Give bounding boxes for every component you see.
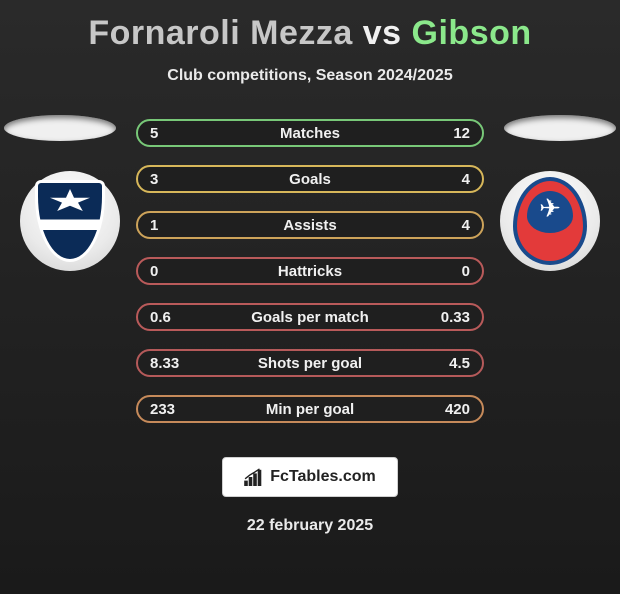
vs-text: vs [363, 14, 402, 52]
stat-label: Hattricks [138, 263, 482, 280]
comparison-title: Fornaroli Mezza vs Gibson [0, 14, 620, 53]
spotlight-ellipse-left [4, 115, 116, 141]
stat-label: Min per goal [138, 401, 482, 418]
source-logo-text: FcTables.com [270, 468, 376, 486]
player1-name: Fornaroli Mezza [88, 14, 352, 52]
stat-row: 0.6 Goals per match 0.33 [136, 303, 484, 331]
club-crest-icon [35, 180, 105, 262]
source-logo: FcTables.com [222, 457, 398, 497]
comparison-panel: 5 Matches 12 3 Goals 4 1 Assists 4 0 Hat… [0, 119, 620, 423]
stat-label: Goals per match [138, 309, 482, 326]
season-subtitle: Club competitions, Season 2024/2025 [0, 67, 620, 85]
club-crest-icon [513, 177, 587, 265]
stat-label: Assists [138, 217, 482, 234]
stat-row: 0 Hattricks 0 [136, 257, 484, 285]
stat-label: Shots per goal [138, 355, 482, 372]
stat-row: 1 Assists 4 [136, 211, 484, 239]
player2-name: Gibson [412, 14, 532, 52]
stat-row: 5 Matches 12 [136, 119, 484, 147]
team-badge-right [500, 171, 600, 271]
spotlight-ellipse-right [504, 115, 616, 141]
stats-list: 5 Matches 12 3 Goals 4 1 Assists 4 0 Hat… [136, 119, 484, 423]
stat-label: Matches [138, 125, 482, 142]
stat-row: 233 Min per goal 420 [136, 395, 484, 423]
stat-row: 3 Goals 4 [136, 165, 484, 193]
comparison-date: 22 february 2025 [0, 517, 620, 535]
team-badge-left [20, 171, 120, 271]
stat-label: Goals [138, 171, 482, 188]
bars-icon [244, 468, 266, 486]
stat-row: 8.33 Shots per goal 4.5 [136, 349, 484, 377]
